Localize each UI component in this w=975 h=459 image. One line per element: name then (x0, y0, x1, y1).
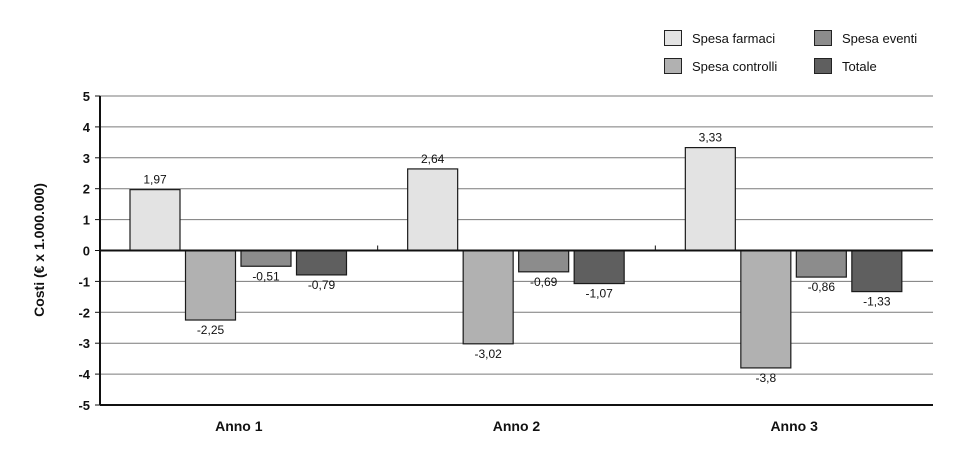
x-category-label: Anno 1 (215, 418, 263, 434)
data-label: -0,51 (252, 269, 280, 283)
y-tick-label: 0 (83, 244, 90, 259)
bars (129, 147, 903, 369)
y-tick-label: 1 (83, 213, 90, 228)
y-tick-label: 5 (83, 89, 90, 104)
bar (295, 249, 348, 276)
data-label: -3,8 (755, 371, 776, 385)
axes: 5 4 3 2 1 0 -1 -2 -3 -4 -5 Anno 1 Anno 2 Anno 3 (78, 89, 933, 434)
legend-label: Spesa controlli (692, 58, 778, 74)
y-tick-label: -3 (78, 336, 90, 351)
x-category-label: Anno 3 (770, 418, 818, 434)
legend-label: Spesa farmaci (692, 30, 776, 46)
y-tick-label: 2 (83, 182, 90, 197)
data-label: -3,02 (474, 347, 502, 361)
legend-swatch (814, 58, 832, 74)
bar (462, 249, 514, 345)
gridlines (100, 95, 933, 375)
data-label: -0,79 (308, 278, 336, 292)
legend-item: Spesa controlli (664, 58, 777, 74)
legend-item: Spesa farmaci (664, 30, 775, 46)
bar (740, 249, 792, 369)
bar (184, 249, 237, 321)
legend-item: Totale (814, 58, 877, 74)
legend-item: Spesa eventi (814, 30, 917, 46)
y-tick-label: -5 (78, 398, 90, 413)
data-label: -0,69 (530, 275, 558, 289)
x-category-label: Anno 2 (493, 418, 541, 434)
legend-swatch (664, 58, 682, 74)
data-labels: 1,97 -2,25 -0,51 -0,79 2,64 -3,02 -0,69 -1,07 3,… (143, 131, 891, 385)
y-axis-title: Costi (€ x 1.000.000) (31, 183, 47, 317)
data-label: 1,97 (143, 173, 167, 187)
data-label: 3,33 (699, 131, 723, 145)
y-tick-label: -2 (78, 305, 90, 320)
legend-swatch (814, 30, 832, 46)
data-label: -1,33 (863, 295, 891, 309)
y-tick-label: -1 (78, 274, 90, 289)
data-label: -1,07 (585, 287, 613, 301)
bar (518, 249, 570, 273)
bar (851, 249, 903, 293)
bar (684, 147, 736, 252)
bar (795, 249, 847, 278)
data-label: -0,86 (808, 280, 836, 294)
bar (240, 249, 292, 267)
y-tick-label: 4 (83, 120, 91, 135)
y-tick-label: 3 (83, 151, 90, 166)
legend-swatch (664, 30, 682, 46)
legend-label: Totale (842, 58, 877, 74)
legend-label: Spesa eventi (842, 30, 918, 46)
y-tick-label: -4 (78, 367, 90, 382)
bar (573, 249, 625, 285)
bar (407, 168, 459, 252)
data-label: -2,25 (197, 323, 225, 337)
data-label: 2,64 (421, 152, 445, 166)
bar (129, 189, 181, 252)
